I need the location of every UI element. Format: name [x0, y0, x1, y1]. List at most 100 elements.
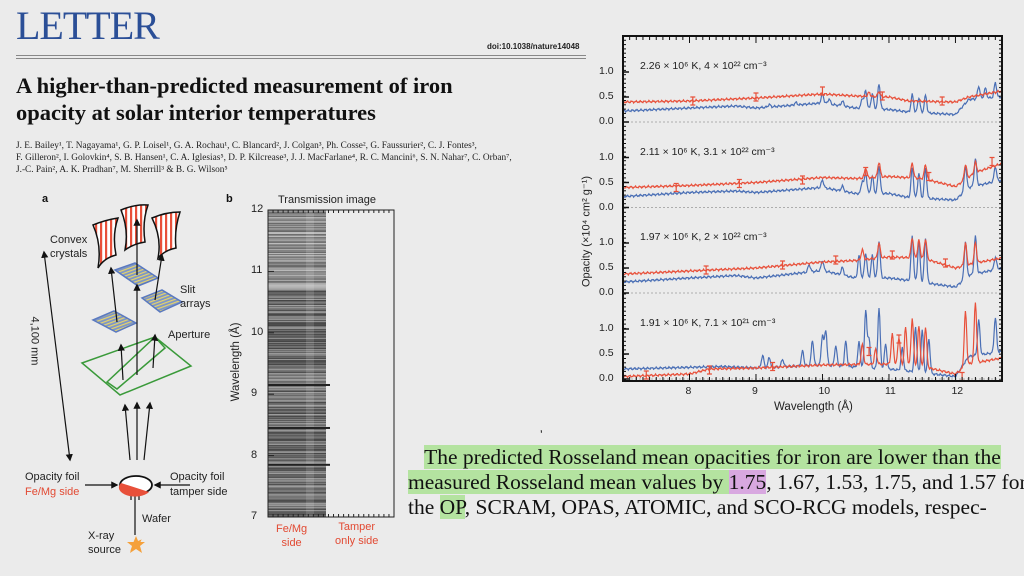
text-span: , 1.67, 1.53, 1.75, and 1.57 for	[766, 470, 1024, 494]
label-line: only side	[335, 535, 379, 547]
foil-tamper-label: Opacity foil tamper side	[170, 470, 227, 500]
author-line: J.-C. Pain², A. K. Pradhan⁷, M. Sherrill…	[16, 165, 228, 176]
xtick-label: 12	[951, 385, 964, 397]
error-bar	[673, 182, 679, 193]
aperture-label: Aperture	[168, 329, 211, 341]
error-bar	[706, 365, 712, 375]
error-bar	[989, 156, 995, 167]
panel-label-a: a	[42, 193, 49, 205]
label-line: Tamper	[338, 521, 376, 533]
label-line: tamper side	[170, 486, 228, 498]
label-line: arrays	[180, 298, 211, 310]
slit-arrays-label: Slit arrays	[180, 283, 211, 311]
ytick-label: 0.5	[599, 347, 614, 359]
fe-mg-side-label: Fe/Mg side	[276, 522, 307, 550]
text-span: the	[408, 495, 440, 519]
article-title: A higher-than-predicted measurement of i…	[16, 72, 453, 126]
foil-fe-mg-label: Opacity foil Fe/Mg side	[25, 470, 79, 500]
error-bar	[800, 175, 806, 185]
distance-arrow	[41, 250, 73, 462]
xray-source-label: X-ray source	[88, 529, 121, 557]
chart-panel	[622, 156, 1003, 209]
xtick-label: 11	[884, 385, 896, 397]
chart-xlabel: Wavelength (Å)	[774, 401, 853, 413]
ytick-label: 0.5	[599, 261, 614, 273]
title-line: opacity at solar interior temperatures	[16, 100, 376, 125]
absorption-line	[268, 426, 330, 429]
xtick-label: 9	[751, 385, 758, 397]
ytick-label: 0.0	[599, 286, 614, 298]
ytick-label: 10	[251, 325, 264, 338]
highlight-green[interactable]: OP	[439, 495, 465, 519]
divider	[16, 55, 586, 56]
measured-opacity-line	[622, 302, 1003, 379]
ytick-label: 9	[251, 387, 258, 400]
error-bar	[753, 92, 759, 102]
panel-condition-label: 1.91 × 10⁶ K, 7.1 × 10²¹ cm⁻³	[640, 317, 776, 329]
model-opacity-line	[622, 308, 1003, 380]
error-bar	[879, 91, 885, 101]
label-line: Slit	[180, 284, 196, 296]
paragraph-line: the OP, SCRAM, OPAS, ATOMIC, and SCO-RCG…	[408, 495, 1024, 520]
error-bar	[866, 346, 872, 357]
ytick-label: 8	[251, 448, 258, 461]
ytick-label: 0.0	[599, 372, 614, 384]
label-line: Opacity foil	[170, 471, 225, 483]
xtick-label: 10	[818, 385, 831, 397]
xtick-label: 8	[685, 385, 692, 397]
error-bar	[863, 166, 869, 177]
author-line: J. E. Bailey¹, T. Nagayama¹, G. P. Loise…	[16, 141, 477, 151]
text-cursor: ʼ	[540, 428, 543, 442]
ytick-label: 0.5	[599, 175, 614, 188]
transmission-image	[267, 209, 395, 518]
model-opacity-line	[622, 81, 1003, 117]
title-line: A higher-than-predicted measurement of i…	[16, 73, 453, 98]
highlight-green[interactable]: measured Rosseland mean values by	[408, 470, 729, 494]
ytick-label: 1.0	[599, 65, 614, 77]
ytick-label: 0.0	[599, 115, 614, 127]
text-span: , SCRAM, OPAS, ATOMIC, and SCO-RCG model…	[464, 495, 987, 519]
wafer-label: Wafer	[142, 513, 171, 525]
paragraph-line: measured Rosseland mean values by 1.75, …	[408, 470, 1024, 495]
measured-opacity-line	[622, 237, 1003, 277]
chart-frame	[622, 35, 1003, 382]
absorption-line	[268, 383, 330, 386]
spectrum-bands	[268, 210, 330, 517]
foil-wafer-icon	[118, 475, 153, 497]
label-line: source	[88, 544, 122, 556]
aperture-icon	[80, 335, 193, 396]
panel-condition-label: 2.11 × 10⁶ K, 3.1 × 10²² cm⁻³	[640, 145, 775, 158]
highlighted-paragraph[interactable]: The predicted Rosseland mean opacities f…	[408, 445, 1024, 520]
label-line: Fe/Mg side	[25, 486, 80, 498]
paragraph-line: The predicted Rosseland mean opacities f…	[408, 445, 1024, 470]
author-line: F. Gilleron², I. Golovkin⁴, S. B. Hansen…	[16, 153, 512, 164]
measured-opacity-line	[622, 89, 1003, 105]
chart-ylabel: Opacity (×10⁴ cm² g⁻¹)	[580, 175, 593, 288]
error-bar	[889, 250, 895, 260]
panel-label-b: b	[226, 193, 233, 205]
error-bar	[736, 178, 742, 189]
section-heading: LETTER	[16, 3, 160, 48]
measured-opacity-line	[622, 159, 1003, 190]
error-bar	[703, 265, 709, 275]
tamper-side-label: Tamper only side	[335, 520, 378, 548]
transmission-title: Transmission image	[278, 194, 377, 206]
error-bar	[833, 255, 839, 265]
highlight-purple[interactable]: 1.75	[728, 470, 767, 494]
convex-crystals-icon	[91, 204, 182, 269]
label-line: X-ray	[88, 530, 115, 542]
ytick-label: 11	[251, 264, 263, 277]
label-line: Opacity foil	[25, 471, 80, 483]
model-opacity-line	[622, 235, 1003, 289]
doi-label: doi:10.1038/nature14048	[487, 42, 580, 51]
error-bar	[926, 171, 932, 182]
error-bar	[939, 96, 945, 106]
experiment-diagram	[41, 204, 193, 553]
model-opacity-line	[622, 158, 1003, 202]
panel-condition-label: 1.97 × 10⁶ K, 2 × 10²² cm⁻³	[640, 231, 767, 243]
ytick-label: 1.0	[599, 236, 614, 248]
error-bar	[770, 361, 776, 372]
label-line: side	[281, 537, 302, 549]
ytick-label: 0.5	[599, 90, 614, 102]
highlight-green[interactable]: The predicted Rosseland mean opacities f…	[424, 445, 1001, 469]
